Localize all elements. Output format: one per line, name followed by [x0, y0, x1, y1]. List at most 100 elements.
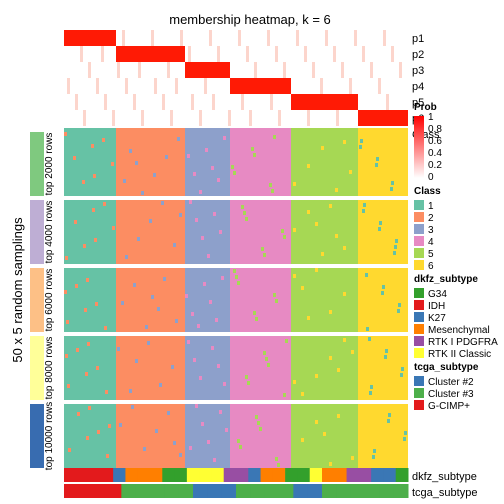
variability-mark [231, 165, 234, 169]
dkfz-cell [211, 468, 225, 482]
dkfz-cell [395, 468, 409, 482]
prob-cell-faint [170, 110, 173, 126]
variability-mark [235, 275, 238, 279]
bottom-track-label: dkfz_subtype [412, 471, 477, 483]
variability-mark [393, 251, 396, 255]
variability-mark [161, 201, 164, 205]
variability-mark [351, 456, 354, 460]
prob-cell-faint [341, 62, 344, 78]
variability-mark [366, 327, 369, 331]
group-cell-3 [185, 132, 230, 196]
dkfz-cell [64, 468, 77, 482]
prob-cell-faint [267, 30, 270, 46]
prob-row-label: p2 [412, 49, 424, 61]
group-cell-5 [291, 268, 358, 332]
legend-item-label: IDH [428, 301, 445, 312]
variability-mark [177, 137, 180, 141]
dkfz-cell [199, 468, 212, 482]
tcga-cell [64, 484, 79, 498]
prob-cell-p1 [64, 30, 116, 46]
variability-mark [201, 422, 204, 426]
group-cell-1 [64, 268, 116, 332]
variability-mark [335, 188, 338, 192]
legend-item-label: Mesenchymal [428, 325, 490, 336]
variability-mark [370, 385, 373, 389]
prob-cell-faint [96, 78, 99, 94]
variability-mark [65, 354, 68, 358]
variability-mark [225, 428, 228, 432]
prob-row-label: p1 [412, 33, 424, 45]
variability-mark [247, 381, 250, 385]
prob-cell-faint [151, 30, 154, 46]
variability-mark [185, 294, 188, 298]
variability-mark [199, 376, 202, 380]
variability-mark [84, 308, 87, 312]
variability-mark [277, 463, 280, 467]
legend-title: Class [414, 186, 441, 197]
variability-mark [96, 366, 99, 370]
variability-mark [159, 383, 162, 387]
dkfz-cell [285, 468, 298, 482]
group-cell-6 [358, 200, 408, 264]
variability-mark [369, 391, 372, 395]
tcga-cell [250, 484, 266, 498]
variability-mark [67, 384, 70, 388]
prob-row-label: p4 [412, 81, 424, 93]
legend-swatch [414, 388, 424, 398]
variability-mark [281, 229, 284, 233]
variability-mark [219, 410, 222, 414]
variability-mark [403, 437, 406, 441]
dkfz-cell [137, 468, 151, 482]
dkfz-cell [88, 468, 102, 482]
variability-mark [193, 172, 196, 176]
legend-swatch [414, 288, 424, 298]
dkfz-cell [383, 468, 397, 482]
legend-item-label: RTK I PDGFRA [428, 337, 498, 348]
variability-mark [379, 221, 382, 225]
sampling-groups: top 2000 rows top 4000 rows top 6000 rows t… [30, 132, 408, 470]
legend-swatch [414, 200, 424, 210]
variability-mark [237, 439, 240, 443]
variability-mark [321, 252, 324, 256]
prob-cell-p2 [116, 46, 185, 62]
variability-mark [195, 218, 198, 222]
variability-mark [102, 138, 105, 142]
prob-cell-faint [312, 62, 315, 78]
variability-mark [265, 357, 268, 361]
prob-row-label: p3 [412, 65, 424, 77]
tcga-cell [307, 484, 323, 498]
variability-mark [293, 228, 296, 232]
variability-mark [343, 246, 346, 250]
prob-cell-faint [399, 62, 402, 78]
variability-mark [145, 325, 148, 329]
variability-mark [125, 255, 128, 259]
variability-mark [88, 406, 91, 410]
legend-swatch [414, 348, 424, 358]
variability-mark [108, 424, 111, 428]
variability-mark [360, 139, 363, 143]
variability-mark [382, 285, 385, 289]
variability-mark [273, 135, 276, 139]
prob-cell-faint [83, 110, 86, 126]
prob-cell-p5 [291, 94, 358, 110]
legend-item-label: 6 [428, 261, 434, 272]
variability-mark [86, 436, 89, 440]
prob-cell-faint [386, 94, 389, 110]
variability-mark [201, 236, 204, 240]
prob-legend-tick: 0 [428, 172, 434, 183]
prob-cell-faint [188, 46, 191, 62]
variability-mark [163, 277, 166, 281]
variability-mark [106, 454, 109, 458]
variability-mark [97, 430, 100, 434]
prob-row-label: p5 [412, 97, 424, 109]
variability-mark [351, 350, 354, 354]
dkfz-cell [322, 468, 335, 482]
variability-mark [74, 220, 77, 224]
legend-swatch [414, 260, 424, 270]
tcga-cell [92, 484, 108, 498]
legend-swatch [414, 376, 424, 386]
variability-mark [362, 209, 365, 213]
prob-cell-faint [175, 78, 178, 94]
variability-mark [373, 449, 376, 453]
variability-mark [315, 222, 318, 226]
